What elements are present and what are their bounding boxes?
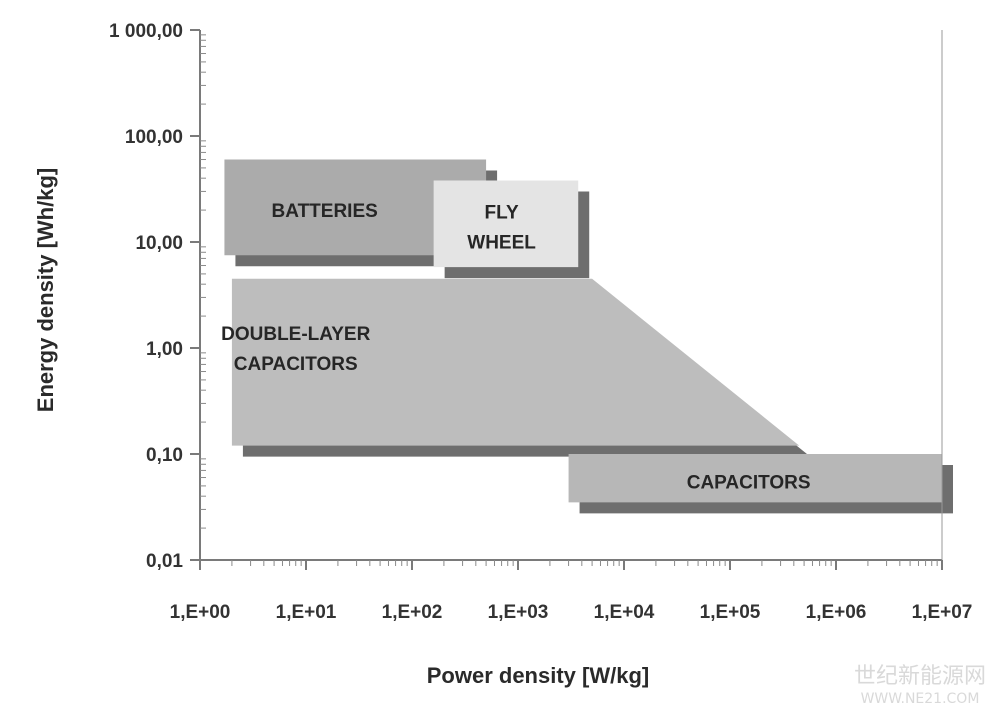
regions-layer — [224, 159, 953, 514]
region-fly-wheel — [433, 180, 579, 268]
region-label-fly-wheel: FLY WHEEL — [467, 203, 536, 254]
region-label-line: FLY — [485, 203, 519, 224]
y-tick-label: 100,00 — [125, 127, 183, 148]
y-axis-title: Energy density [Wh/kg] — [33, 168, 58, 412]
region-label-batteries: BATTERIES — [272, 201, 378, 222]
x-tick-label: 1,E+06 — [806, 602, 867, 623]
region-label-line: WHEEL — [467, 233, 536, 254]
region-label-line: CAPACITORS — [687, 473, 811, 494]
x-tick-label: 1,E+04 — [594, 602, 655, 623]
y-tick-label: 0,10 — [146, 445, 183, 466]
x-tick-label: 1,E+00 — [170, 602, 231, 623]
x-axis-title: Power density [W/kg] — [427, 663, 649, 688]
y-tick-label: 10,00 — [135, 233, 183, 254]
region-labels-layer: DOUBLE-LAYER CAPACITORS BATTERIES FLY WHEEL C… — [221, 201, 810, 493]
region-label-line: CAPACITORS — [234, 354, 358, 375]
y-tick-label: 1,00 — [146, 339, 183, 360]
watermark-text: 世纪新能源网 — [854, 664, 986, 689]
y-tick-label: 1 000,00 — [109, 21, 183, 42]
x-tick-label: 1,E+07 — [912, 602, 973, 623]
axes-layer — [199, 30, 943, 561]
region-double-layer-capacitors — [231, 278, 800, 446]
x-tick-label: 1,E+01 — [276, 602, 337, 623]
x-tick-label: 1,E+05 — [700, 602, 761, 623]
x-tick-label: 1,E+03 — [488, 602, 549, 623]
ticks-layer: 1,E+00 1,E+01 1,E+02 1,E+03 1,E+04 1,E+05 1,E+… — [109, 21, 972, 623]
region-label-line: DOUBLE-LAYER — [221, 324, 370, 345]
y-tick-label: 0,01 — [146, 551, 183, 572]
region-batteries — [224, 159, 487, 256]
region-label-double-layer-capacitors: DOUBLE-LAYER CAPACITORS — [221, 324, 370, 375]
x-tick-label: 1,E+02 — [382, 602, 443, 623]
watermark-url: WWW.NE21.COM — [861, 691, 980, 707]
region-capacitors — [568, 454, 942, 503]
region-label-line: BATTERIES — [272, 201, 378, 222]
region-label-capacitors: CAPACITORS — [687, 473, 811, 494]
